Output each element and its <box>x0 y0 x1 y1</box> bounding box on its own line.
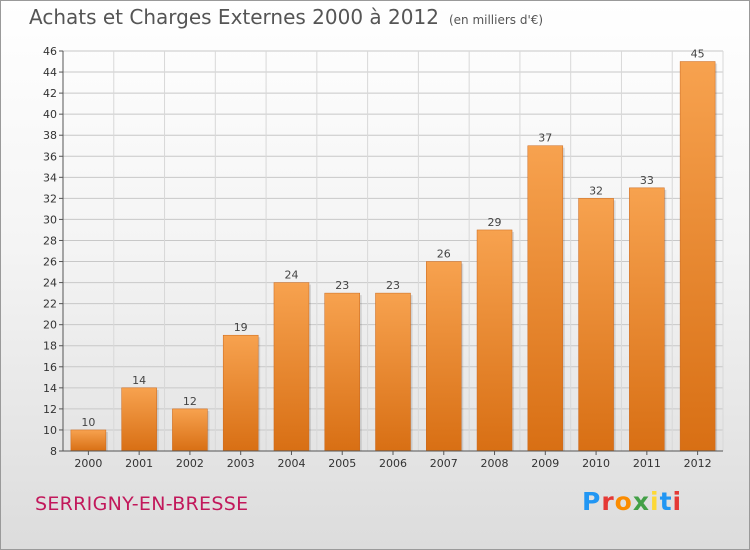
y-tick-label: 16 <box>43 361 57 374</box>
x-tick-label-2012: 2012 <box>684 457 712 470</box>
bar-2003 <box>222 334 259 452</box>
y-tick-label: 22 <box>43 298 57 311</box>
x-tick-label-2010: 2010 <box>582 457 610 470</box>
bar-2004 <box>273 282 310 452</box>
y-tick-label: 12 <box>43 403 57 416</box>
logo-letter: x <box>632 487 650 516</box>
logo-letter: i <box>650 487 660 516</box>
logo-letter: o <box>614 487 633 516</box>
data-label-2008: 29 <box>488 216 502 229</box>
y-tick-label: 18 <box>43 340 57 353</box>
y-tick-label: 26 <box>43 256 57 269</box>
x-tick-label-2006: 2006 <box>379 457 407 470</box>
data-label-2004: 24 <box>284 269 298 282</box>
proxiti-logo[interactable]: Proxiti <box>582 487 682 516</box>
y-tick-label: 8 <box>50 445 57 458</box>
bar-2005 <box>324 292 360 452</box>
bar-2010 <box>578 198 614 452</box>
y-tick-label: 36 <box>43 150 57 163</box>
logo-letter: r <box>601 487 615 516</box>
data-label-2002: 12 <box>183 395 197 408</box>
chart-title-text: Achats et Charges Externes 2000 à 2012 <box>29 5 439 29</box>
y-tick-label: 10 <box>43 424 57 437</box>
bar-2011 <box>629 187 665 452</box>
bar-2009 <box>527 145 564 452</box>
y-tick-label: 30 <box>43 213 57 226</box>
bar-2008 <box>476 229 513 452</box>
chart-unit: (en milliers d'€) <box>448 13 544 27</box>
y-tick-label: 14 <box>43 382 57 395</box>
logo-letter: t <box>659 487 673 516</box>
x-tick-label-2004: 2004 <box>277 457 305 470</box>
x-tick-label-2009: 2009 <box>531 457 559 470</box>
y-tick-label: 42 <box>43 87 57 100</box>
chart-title: Achats et Charges Externes 2000 à 2012 (e… <box>29 5 543 29</box>
y-tick-label: 40 <box>43 108 57 121</box>
data-label-2010: 32 <box>589 184 603 197</box>
x-tick-label-2003: 2003 <box>227 457 255 470</box>
x-tick-label-2011: 2011 <box>633 457 661 470</box>
x-tick-label-2005: 2005 <box>328 457 356 470</box>
x-tick-label-2008: 2008 <box>481 457 509 470</box>
bars: 10 14 12 19 24 23 23 26 29 37 32 33 45 <box>70 48 718 452</box>
bar-2001 <box>121 387 157 452</box>
location-name: SERRIGNY-EN-BRESSE <box>35 493 249 515</box>
x-tick-label-2001: 2001 <box>125 457 153 470</box>
y-tick-label: 44 <box>43 66 57 79</box>
y-tick-label: 34 <box>43 171 57 184</box>
x-tick-label-2000: 2000 <box>74 457 102 470</box>
data-label-2000: 10 <box>81 416 95 429</box>
axes: 8 10 12 14 16 18 20 22 24 26 28 30 32 34 36 38 40 42 44 46 2… <box>43 45 723 470</box>
logo-letter: i <box>672 487 683 516</box>
data-label-2001: 14 <box>132 374 146 387</box>
y-tick-label: 38 <box>43 129 57 142</box>
data-label-2003: 19 <box>234 321 248 334</box>
bar-2012 <box>679 61 716 452</box>
bar-2006 <box>375 292 411 452</box>
data-label-2006: 23 <box>386 279 400 292</box>
data-label-2011: 33 <box>640 174 654 187</box>
data-label-2007: 26 <box>437 248 451 261</box>
bar-2000 <box>70 429 107 452</box>
y-tick-label: 32 <box>43 192 57 205</box>
data-label-2009: 37 <box>538 132 552 145</box>
data-label-2012: 45 <box>691 48 705 61</box>
x-tick-label-2007: 2007 <box>430 457 458 470</box>
y-tick-label: 28 <box>43 234 57 247</box>
logo-letter: P <box>582 487 602 516</box>
y-tick-label: 24 <box>43 277 57 290</box>
y-tick-label: 20 <box>43 319 57 332</box>
y-tick-label: 46 <box>43 45 57 58</box>
data-label-2005: 23 <box>335 279 349 292</box>
x-tick-label-2002: 2002 <box>176 457 204 470</box>
bar-2007 <box>426 261 462 452</box>
bar-2002 <box>172 408 208 452</box>
